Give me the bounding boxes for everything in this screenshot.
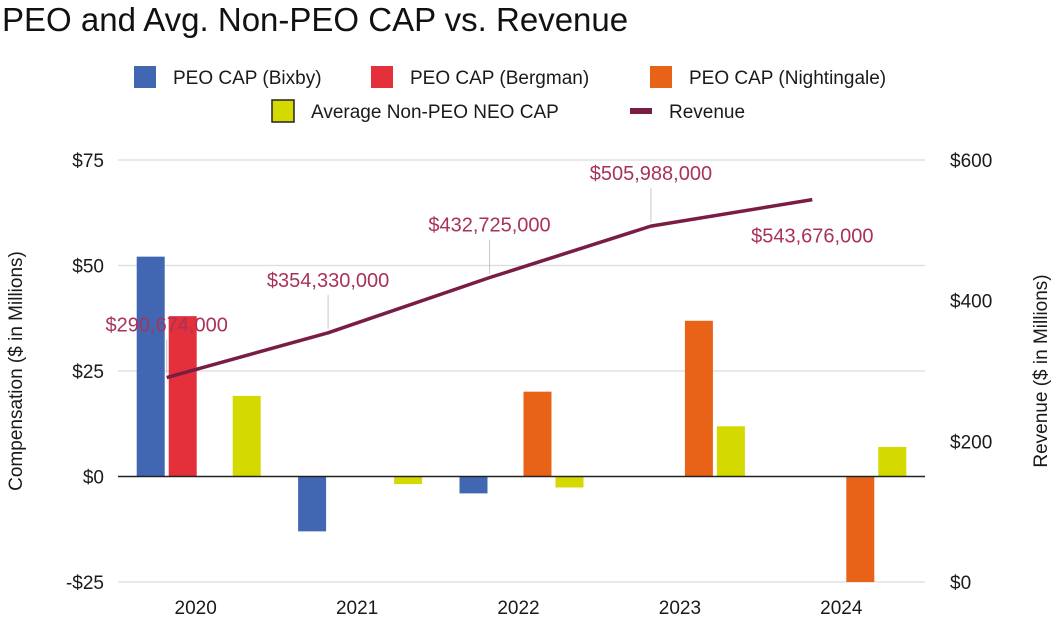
bar-peo-cap-nightingale-2024: [846, 476, 875, 582]
right-tick-label: $400: [950, 292, 992, 313]
legend-swatch: [630, 108, 652, 114]
legend-swatch: [271, 99, 295, 123]
chart-title: PEO and Avg. Non-PEO CAP vs. Revenue: [2, 1, 628, 38]
bar-peo-cap-bixby-2022: [459, 476, 488, 494]
bar-peo-cap-bixby-2020: [136, 256, 165, 477]
gridlines: [118, 159, 925, 583]
legend-label: Revenue: [669, 102, 745, 123]
x-tick-label: 2024: [820, 598, 863, 619]
revenue-data-label: $505,988,000: [590, 163, 712, 185]
x-tick-label: 2022: [497, 598, 539, 619]
bar-peo-cap-bergman-2020: [168, 316, 197, 477]
legend-swatch: [134, 66, 156, 88]
left-axis-title: Compensation ($ in Millions): [6, 251, 27, 491]
bars: [136, 256, 907, 582]
legend-label: PEO CAP (Bixby): [173, 68, 322, 89]
bar-average-non-peo-neo-cap-2023: [716, 426, 745, 477]
bar-peo-cap-nightingale-2022: [523, 391, 552, 477]
bar-average-non-peo-neo-cap-2020: [232, 395, 261, 477]
left-tick-label: $0: [83, 468, 104, 489]
left-tick-label: -$25: [66, 573, 104, 594]
x-tick-label: 2021: [336, 598, 378, 619]
bar-average-non-peo-neo-cap-2021: [394, 476, 423, 485]
x-tick-label: 2020: [175, 598, 217, 619]
right-axis-title: Revenue ($ in Millions): [1031, 274, 1052, 467]
revenue-series: $290,674,000 $354,330,000 $432,725,000 $505…: [106, 163, 873, 380]
revenue-line: [166, 197, 813, 380]
left-tick-label: $50: [72, 257, 104, 278]
revenue-data-label: $432,725,000: [428, 215, 550, 237]
bar-peo-cap-bixby-2021: [298, 476, 327, 532]
legend: PEO CAP (Bixby) PEO CAP (Bergman) PEO CAP …: [134, 66, 886, 123]
left-tick-label: $25: [72, 362, 104, 383]
left-tick-label: $75: [72, 151, 104, 172]
legend-label: Average Non-PEO NEO CAP: [311, 102, 559, 123]
x-axis-ticks: 2020 2021 2022 2023 2024: [175, 598, 863, 619]
legend-swatch: [650, 66, 672, 88]
right-tick-label: $200: [950, 432, 992, 453]
revenue-data-label: $290,674,000: [106, 315, 228, 337]
bar-peo-cap-nightingale-2023: [684, 320, 713, 477]
right-tick-label: $600: [950, 151, 992, 172]
right-axis-ticks: $0 $200 $400 $600: [950, 151, 992, 594]
legend-swatch: [371, 66, 393, 88]
bar-average-non-peo-neo-cap-2022: [555, 476, 584, 488]
legend-label: PEO CAP (Nightingale): [689, 68, 886, 89]
revenue-data-label: $543,676,000: [751, 226, 873, 248]
revenue-data-label: $354,330,000: [267, 270, 389, 292]
left-axis-ticks: -$25 $0 $25 $50 $75: [66, 151, 104, 594]
legend-label: PEO CAP (Bergman): [410, 68, 589, 89]
bar-average-non-peo-neo-cap-2024: [878, 446, 907, 477]
right-tick-label: $0: [950, 573, 971, 594]
x-tick-label: 2023: [659, 598, 701, 619]
